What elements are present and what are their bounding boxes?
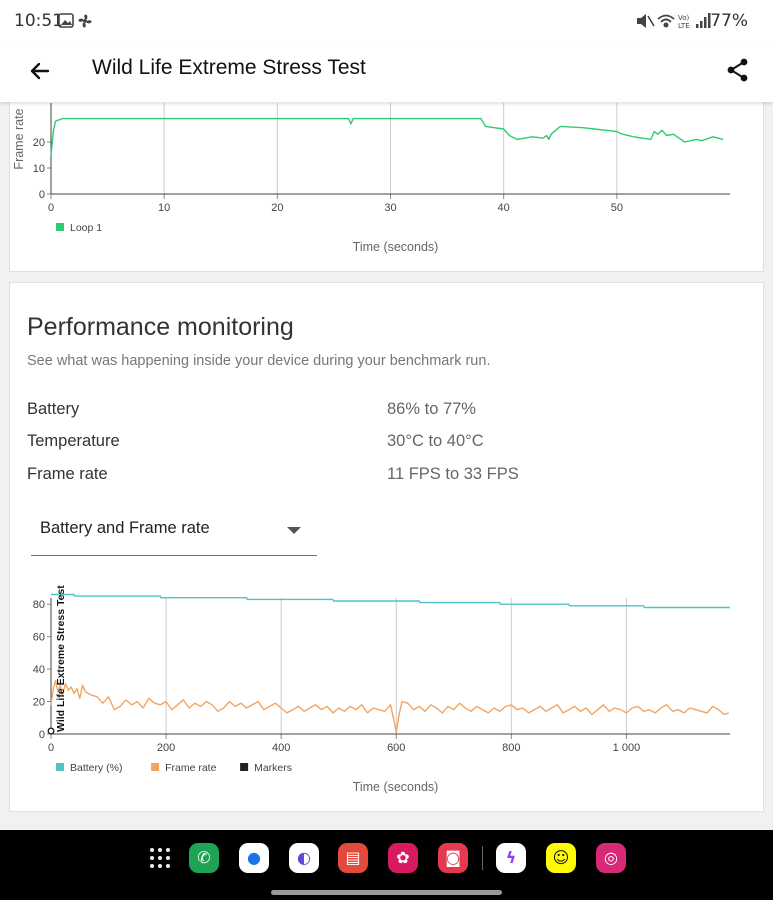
- legend-swatch: [56, 763, 64, 771]
- browser-app-icon[interactable]: ◐: [289, 843, 319, 873]
- performance-monitoring-card: Performance monitoring See what was happ…: [9, 282, 764, 812]
- x-tick-label: 600: [387, 742, 405, 754]
- camera-app-icon[interactable]: ◙: [438, 843, 468, 873]
- battery-frame-rate-chart: 0 200 400 600 800 1 000 0 20 40 60 80 Time (seconds…: [33, 585, 730, 794]
- marker-label: Wild Life Extreme Stress Test: [55, 585, 67, 732]
- y-tick-label: 60: [33, 632, 45, 644]
- chart-type-dropdown[interactable]: Battery and Frame rate: [31, 511, 317, 556]
- snapchat-app-icon[interactable]: ☺: [546, 843, 576, 873]
- x-tick-label: 40: [498, 202, 510, 214]
- legend-label: Frame rate: [165, 762, 217, 774]
- x-tick-label: 400: [272, 742, 290, 754]
- battery-percent: 77%: [710, 11, 748, 31]
- y-tick-label: 20: [33, 137, 45, 149]
- marker-point: [47, 727, 55, 735]
- y-tick-label: 0: [39, 729, 45, 741]
- y-tick-label: 80: [33, 599, 45, 611]
- y-tick-label: 40: [33, 664, 45, 676]
- x-tick-label: 0: [48, 742, 54, 754]
- mute-icon: [637, 14, 655, 28]
- status-notification-icons: [58, 13, 92, 28]
- x-tick-label: 0: [48, 202, 54, 214]
- dropdown-selected-value: Battery and Frame rate: [40, 519, 210, 537]
- x-tick-label: 30: [384, 202, 396, 214]
- series-line-frame-rate: [50, 679, 730, 734]
- chart-plot-area: 0 10 20 30 40 50 0 10 20 Time (seconds) Loop 1: [33, 103, 730, 254]
- y-tick-label: 10: [33, 163, 45, 175]
- dropdown-caret-icon: [287, 527, 301, 534]
- status-bar: 10:51 Vo) LTE 77: [0, 0, 773, 42]
- legend-swatch: [56, 223, 64, 231]
- messages-app-icon[interactable]: ●: [239, 843, 269, 873]
- volte-icon: Vo) LTE: [678, 14, 690, 30]
- messenger-app-icon[interactable]: ϟ: [496, 843, 526, 873]
- x-tick-label: 200: [157, 742, 175, 754]
- wifi-icon: [657, 14, 675, 28]
- legend-label: Battery (%): [70, 762, 123, 774]
- phone-app-icon[interactable]: ✆: [189, 843, 219, 873]
- svg-text:LTE: LTE: [678, 22, 690, 30]
- status-time: 10:51: [14, 11, 63, 31]
- gallery-app-icon[interactable]: ✿: [388, 843, 418, 873]
- performance-subtitle: See what was happening inside your devic…: [27, 353, 491, 369]
- system-dock: ✆ ● ◐ ▤ ✿ ◙ ϟ ☺ ◎: [0, 830, 773, 900]
- y-tick-label: 20: [33, 697, 45, 709]
- y-tick-label: 0: [39, 189, 45, 201]
- series-line-battery: [51, 593, 730, 609]
- legend-swatch: [151, 763, 160, 771]
- back-arrow-icon[interactable]: [28, 59, 52, 83]
- x-tick-label: 50: [611, 202, 623, 214]
- x-tick-label: 800: [502, 742, 520, 754]
- x-tick-label: 1 000: [613, 742, 641, 754]
- y-axis-label: Frame rate: [12, 108, 26, 169]
- legend-swatch: [240, 763, 249, 771]
- frame-rate-label: Frame rate: [27, 465, 108, 483]
- dock-divider: [482, 846, 483, 870]
- legend-label: Loop 1: [70, 222, 102, 234]
- x-axis-label: Time (seconds): [353, 780, 439, 794]
- instagram-app-icon[interactable]: ◎: [596, 843, 626, 873]
- legend-label: Markers: [254, 762, 292, 774]
- signal-icon: [696, 13, 711, 28]
- battery-label: Battery: [27, 400, 80, 418]
- series-line-loop-1: [50, 117, 724, 156]
- notes-app-icon[interactable]: ▤: [338, 843, 368, 873]
- performance-title: Performance monitoring: [27, 313, 294, 341]
- x-tick-label: 20: [271, 202, 283, 214]
- page-title: Wild Life Extreme Stress Test: [92, 56, 366, 79]
- x-axis-label: Time (seconds): [353, 240, 439, 254]
- frame-rate-chart-card: 0 10 20 30 40 50 0 10 20 Time (seconds) Loop 1 Fram…: [9, 80, 764, 272]
- pinwheel-notification-icon: [78, 14, 92, 28]
- frame-rate-chart: 0 10 20 30 40 50 0 10 20 Time (seconds) Loop 1 Fram…: [12, 103, 730, 254]
- temperature-label: Temperature: [27, 432, 120, 450]
- app-drawer-icon[interactable]: [149, 847, 171, 869]
- x-tick-label: 10: [158, 202, 170, 214]
- gallery-notification-icon: [58, 13, 74, 28]
- home-indicator[interactable]: [271, 890, 502, 895]
- frame-rate-value: 11 FPS to 33 FPS: [387, 465, 519, 483]
- share-icon[interactable]: [725, 57, 751, 83]
- app-bar: Wild Life Extreme Stress Test: [0, 42, 773, 102]
- battery-value: 86% to 77%: [387, 400, 476, 418]
- svg-text:Vo): Vo): [678, 14, 690, 22]
- temperature-value: 30°C to 40°C: [387, 432, 484, 450]
- status-system-icons: Vo) LTE: [637, 13, 711, 30]
